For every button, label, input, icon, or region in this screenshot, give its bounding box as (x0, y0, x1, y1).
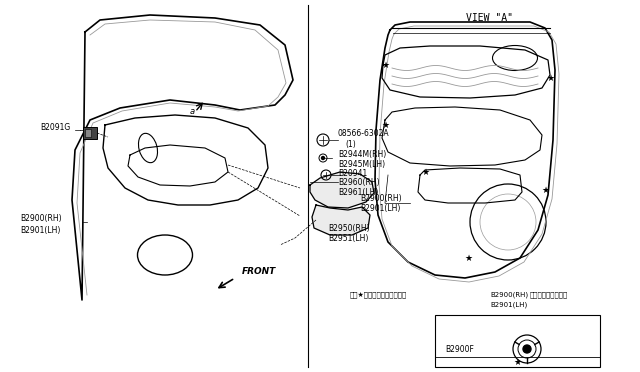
Text: FRONT: FRONT (242, 267, 276, 276)
Bar (435, 315, 600, 367)
Text: B2961(LH): B2961(LH) (338, 187, 378, 196)
Text: 08566-6302A: 08566-6302A (338, 129, 390, 138)
Text: B2951(LH): B2951(LH) (328, 234, 369, 243)
Circle shape (321, 157, 324, 160)
Circle shape (523, 345, 531, 353)
Text: 注）★印の部品は部品コード: 注）★印の部品は部品コード (350, 292, 407, 298)
Text: ★: ★ (464, 253, 472, 263)
Text: B2960(RH): B2960(RH) (338, 179, 380, 187)
Text: VIEW "A": VIEW "A" (467, 13, 513, 23)
Text: ★: ★ (546, 74, 554, 83)
Text: ★: ★ (381, 61, 389, 70)
Text: a: a (189, 107, 195, 116)
Text: (1): (1) (345, 141, 356, 150)
Polygon shape (312, 205, 370, 235)
Text: の位置を示します。: の位置を示します。 (530, 292, 568, 298)
Text: B2901(LH): B2901(LH) (360, 203, 401, 212)
Text: ★: ★ (381, 121, 389, 129)
Text: B2900(RH): B2900(RH) (360, 193, 402, 202)
Bar (83, 127, 97, 139)
Text: ★: ★ (421, 167, 429, 176)
Bar (85, 129, 91, 137)
Text: B2900F: B2900F (445, 344, 474, 353)
Text: X828001J: X828001J (488, 359, 528, 368)
Text: B2901(LH): B2901(LH) (20, 225, 60, 234)
Text: B2944M(RH): B2944M(RH) (338, 151, 387, 160)
Text: ★: ★ (513, 357, 522, 366)
Text: ★: ★ (541, 186, 549, 195)
Text: B2091G: B2091G (40, 124, 70, 132)
Text: B2945M(LH): B2945M(LH) (338, 160, 385, 170)
Polygon shape (310, 172, 374, 208)
Text: B2900(RH): B2900(RH) (490, 292, 528, 298)
Text: B20941: B20941 (338, 169, 367, 177)
Text: B2950(RH): B2950(RH) (328, 224, 370, 232)
Text: B2900(RH): B2900(RH) (20, 214, 61, 222)
Text: B2901(LH): B2901(LH) (490, 302, 527, 308)
